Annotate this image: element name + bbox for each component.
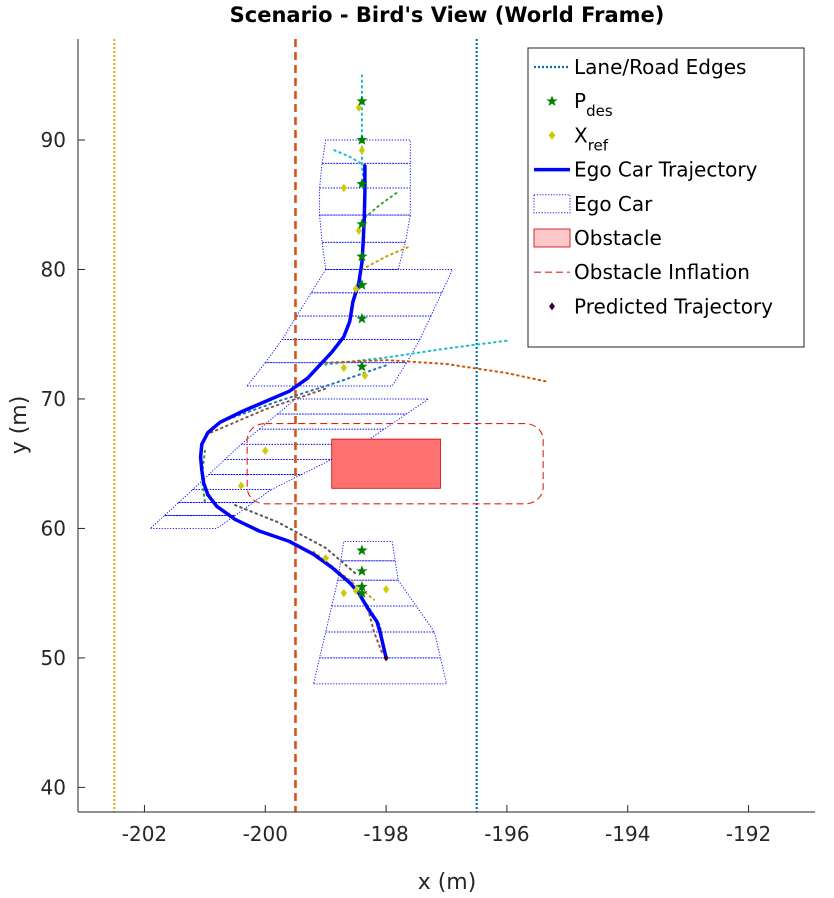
xref-point: [352, 284, 360, 294]
ego-car-outline: [163, 502, 255, 516]
pdes-point: [356, 544, 368, 556]
y-tick-label: 50: [41, 646, 66, 670]
ego-car-outline: [337, 560, 399, 581]
x-tick-label: -194: [605, 822, 650, 846]
predicted-trajectory: [363, 190, 400, 219]
x-tick-label: -196: [484, 822, 529, 846]
pdes-point: [356, 565, 368, 576]
pdes-point: [356, 178, 368, 189]
predicted-trajectory-point: [383, 654, 389, 662]
y-tick-label: 40: [41, 775, 66, 799]
y-tick-label: 60: [41, 516, 66, 540]
ego-car-outline: [331, 579, 418, 607]
x-tick-label: -192: [726, 822, 771, 846]
legend-label-subscript: ref: [588, 136, 609, 154]
predicted-trajectory: [312, 550, 375, 601]
ego-car-outline: [340, 540, 396, 562]
legend-label: Obstacle Inflation: [574, 260, 750, 284]
ego-car-outline: [149, 515, 237, 529]
predicted-trajectory: [360, 245, 412, 271]
predicted-trajectory: [234, 504, 357, 575]
legend-label-subscript: des: [586, 102, 613, 120]
x-tick-label: -202: [122, 822, 167, 846]
xref-point: [340, 363, 347, 373]
pdes-point: [356, 279, 368, 290]
legend-box: [527, 47, 805, 348]
ego-car-trajectory: [198, 164, 388, 660]
ego-car-outline: [310, 269, 454, 294]
x-tick-label: -198: [363, 822, 408, 846]
obstacle: [331, 438, 441, 489]
predicted-trajectory: [200, 449, 206, 504]
xref-point: [355, 226, 363, 235]
legend-label: Ego Car Trajectory: [574, 158, 758, 182]
ego-car-outline: [319, 214, 411, 243]
xref-point: [361, 371, 369, 380]
pdes-point: [356, 134, 368, 145]
xref-point: [322, 554, 329, 563]
y-axis-label: y (m): [7, 396, 32, 455]
legend-symbol-obstacle: [533, 228, 571, 248]
legend-symbol-predicted: [549, 302, 555, 311]
predicted-trajectory: [324, 359, 551, 384]
xref-point: [382, 585, 390, 594]
plot-area: -202 -200 -198 -196 -194 -192 40 50 60 70 80 90: [41, 39, 815, 846]
y-tick-label: 80: [41, 257, 66, 281]
xref-point: [340, 183, 347, 193]
y-tick-label: 90: [41, 128, 66, 152]
xref-point: [262, 446, 269, 455]
pdes-point: [356, 95, 368, 106]
xref-point: [358, 146, 366, 155]
x-axis-label: x (m): [418, 870, 477, 894]
ego-car-outline: [321, 241, 406, 270]
pdes-point: [356, 360, 368, 372]
legend-label: Lane/Road Edges: [574, 55, 746, 79]
pdes-point: [356, 587, 368, 598]
xref-point: [340, 588, 347, 598]
pdes-point: [356, 250, 368, 262]
pdes-point: [356, 218, 368, 229]
legend-symbol-ego-car: [533, 194, 571, 214]
legend-symbol-xref: [548, 130, 556, 140]
xref-point: [352, 586, 360, 595]
chart-title: Scenario - Bird's View (World Frame): [230, 3, 665, 27]
xref-point: [355, 103, 363, 112]
pdes-point: [356, 312, 368, 324]
legend-label: Obstacle: [574, 226, 662, 250]
legend-symbol-pdes: [546, 95, 558, 106]
x-tick-label: -200: [243, 822, 288, 846]
ego-car-outline: [295, 292, 443, 317]
predicted-trajectory: [367, 607, 385, 657]
legend-label: Ego Car: [574, 192, 653, 216]
ego-car-outline: [319, 162, 411, 189]
predicted-trajectory: [330, 148, 366, 167]
ego-car-outline: [313, 657, 448, 685]
ego-car-outline: [281, 315, 432, 340]
ego-car-outline: [239, 428, 386, 445]
obstacle-inflation: [246, 423, 544, 505]
plot-content: [113, 39, 551, 812]
legend-label: Predicted Trajectory: [574, 294, 773, 318]
xref-point: [237, 481, 245, 490]
predicted-trajectory: [222, 364, 388, 422]
y-tick-label: 70: [41, 387, 66, 411]
